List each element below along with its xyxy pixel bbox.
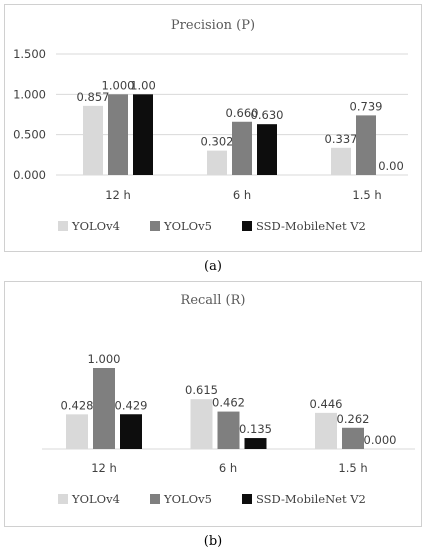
y-tick-label: 1.500 <box>13 47 46 61</box>
data-label-ssd-mobilenet-v2-6-h: 0.630 <box>251 108 284 122</box>
legend-label-ssd-mobilenet-v2: SSD-MobileNet V2 <box>256 219 366 233</box>
chart-b-title: Recall (R) <box>181 293 246 308</box>
data-label-ssd-mobilenet-v2-6-h: 0.135 <box>239 422 272 436</box>
data-label-yolov4-6-h: 0.615 <box>185 383 218 397</box>
bar-yolov4-12-h <box>66 414 88 449</box>
bar-yolov5-12-h <box>108 94 128 175</box>
bar-yolov5-1-5-h <box>356 115 376 175</box>
bar-yolov4-6-h <box>190 399 213 449</box>
chart-b-frame <box>4 281 422 527</box>
data-label-yolov4-1-5-h: 0.446 <box>310 397 343 411</box>
category-label: 6 h <box>219 461 237 475</box>
data-label-yolov5-12-h: 1.000 <box>88 352 121 366</box>
legend-label-ssd-mobilenet-v2: SSD-MobileNet V2 <box>256 492 366 506</box>
bar-yolov5-12-h <box>93 368 115 449</box>
legend-swatch-yolov5 <box>150 494 160 504</box>
y-tick-label: 1.000 <box>13 87 46 101</box>
legend-label-yolov4: YOLOv4 <box>71 492 120 506</box>
bar-yolov5-6-h <box>217 411 240 449</box>
bar-yolov5-6-h <box>232 121 252 175</box>
data-label-ssd-mobilenet-v2-1-5-h: 0.00 <box>378 159 404 173</box>
legend-label-yolov5: YOLOv5 <box>163 492 212 506</box>
data-label-yolov4-12-h: 0.428 <box>61 398 94 412</box>
category-label: 12 h <box>91 461 117 475</box>
data-label-yolov4-6-h: 0.302 <box>201 135 234 149</box>
bar-ssd-mobilenet-v2-12-h <box>133 94 153 175</box>
legend-swatch-yolov5 <box>150 221 160 231</box>
chart-b-legend: YOLOv4 YOLOv5 SSD-MobileNet V2 <box>58 492 366 506</box>
data-label-yolov5-1-5-h: 0.739 <box>350 99 383 113</box>
legend-swatch-yolov4 <box>58 221 68 231</box>
data-label-yolov4-1-5-h: 0.337 <box>325 132 358 146</box>
legend-label-yolov5: YOLOv5 <box>163 219 212 233</box>
bar-yolov5-1-5-h <box>342 427 364 449</box>
bar-ssd-mobilenet-v2-6-h <box>244 438 267 449</box>
chart-a-legend: YOLOv4 YOLOv5 SSD-MobileNet V2 <box>58 219 366 233</box>
bar-yolov4-1-5-h <box>315 412 337 449</box>
chart-a-frame <box>4 4 422 252</box>
legend-swatch-ssd-mobilenet-v2 <box>242 494 252 504</box>
y-tick-label: 0.500 <box>13 128 46 142</box>
chart-b-caption: (b) <box>204 534 222 549</box>
data-label-yolov5-12-h: 1.000 <box>102 78 135 92</box>
legend-swatch-yolov4 <box>58 494 68 504</box>
bar-yolov4-12-h <box>83 105 103 175</box>
data-label-yolov4-12-h: 0.857 <box>77 90 110 104</box>
bar-yolov4-1-5-h <box>331 147 351 175</box>
category-label: 1.5 h <box>352 188 381 202</box>
chart-a-caption: (a) <box>204 259 222 274</box>
legend-swatch-ssd-mobilenet-v2 <box>242 221 252 231</box>
data-label-yolov5-6-h: 0.462 <box>212 396 245 410</box>
data-label-yolov5-6-h: 0.660 <box>226 106 259 120</box>
chart-a-title: Precision (P) <box>171 18 255 33</box>
category-label: 6 h <box>233 188 251 202</box>
bar-ssd-mobilenet-v2-12-h <box>120 414 142 449</box>
category-label: 1.5 h <box>338 461 367 475</box>
bar-yolov4-6-h <box>207 150 227 175</box>
category-label: 12 h <box>105 188 131 202</box>
legend-label-yolov4: YOLOv4 <box>71 219 120 233</box>
data-label-yolov5-1-5-h: 0.262 <box>337 412 370 426</box>
data-label-ssd-mobilenet-v2-12-h: 1.00 <box>130 78 156 92</box>
data-label-ssd-mobilenet-v2-12-h: 0.429 <box>115 398 148 412</box>
y-tick-label: 0.000 <box>13 168 46 182</box>
data-label-ssd-mobilenet-v2-1-5-h: 0.000 <box>364 433 397 447</box>
bar-ssd-mobilenet-v2-6-h <box>257 124 277 175</box>
